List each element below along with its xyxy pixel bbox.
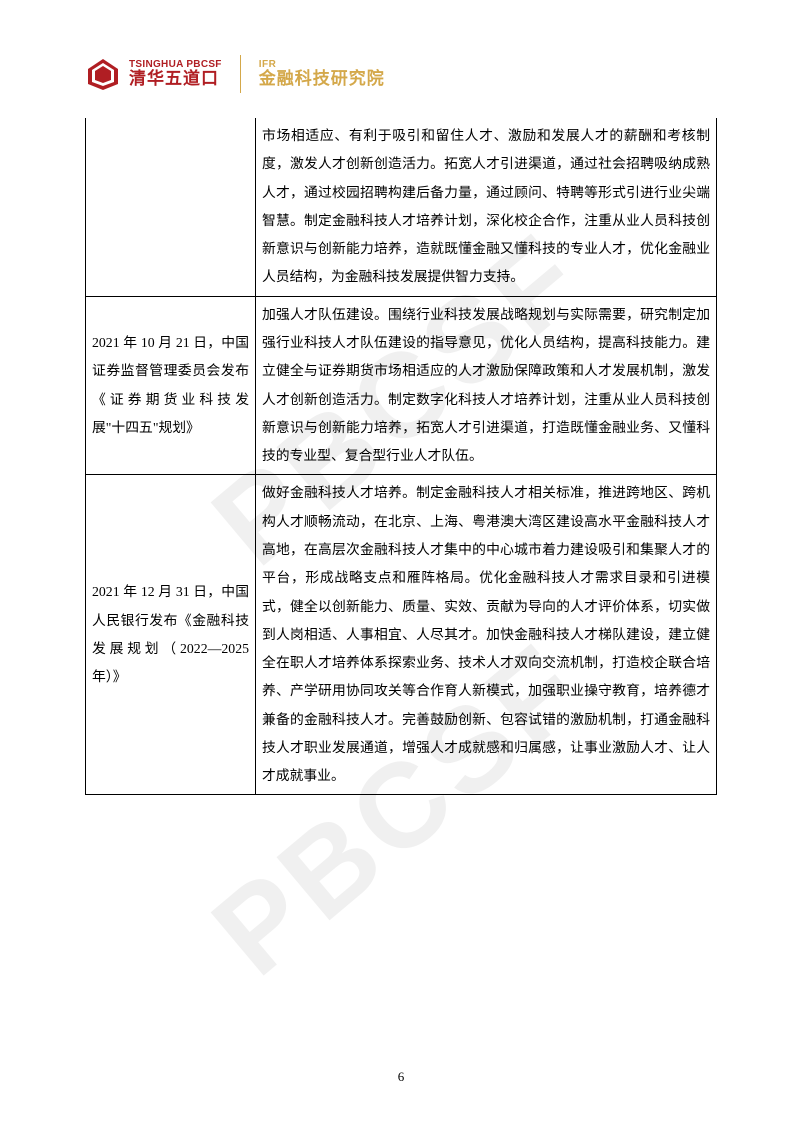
header-divider: [240, 55, 241, 93]
page-header: TSINGHUA PBCSF 清华五道口 IFR 金融科技研究院: [85, 50, 717, 98]
page-number: 6: [0, 1069, 802, 1085]
ifr-chinese: 金融科技研究院: [259, 70, 385, 89]
page: PBCSF PBCSF TSINGHUA PBCSF 清华五道口 IFR 金融科…: [0, 0, 802, 1133]
table-row: 2021 年 12 月 31 日，中国人民银行发布《金融科技发展规划（2022—…: [86, 475, 717, 795]
table-cell-content: 市场相适应、有利于吸引和留住人才、激励和发展人才的薪酬和考核制度，激发人才创新创…: [256, 118, 717, 296]
logo-chinese: 清华五道口: [129, 70, 222, 89]
table-cell-source: [86, 118, 256, 296]
ifr-block: IFR 金融科技研究院: [259, 59, 385, 89]
table-cell-source: 2021 年 10 月 21 日，中国证券监督管理委员会发布《证券期货业科技发展…: [86, 296, 256, 475]
table-row: 市场相适应、有利于吸引和留住人才、激励和发展人才的薪酬和考核制度，激发人才创新创…: [86, 118, 717, 296]
table-row: 2021 年 10 月 21 日，中国证券监督管理委员会发布《证券期货业科技发展…: [86, 296, 717, 475]
table-cell-source: 2021 年 12 月 31 日，中国人民银行发布《金融科技发展规划（2022—…: [86, 475, 256, 795]
logo-block: TSINGHUA PBCSF 清华五道口: [85, 56, 222, 92]
table-cell-content: 加强人才队伍建设。围绕行业科技发展战略规划与实际需要，研究制定加强行业科技人才队…: [256, 296, 717, 475]
table-cell-content: 做好金融科技人才培养。制定金融科技人才相关标准，推进跨地区、跨机构人才顺畅流动，…: [256, 475, 717, 795]
tsinghua-logo-icon: [85, 56, 121, 92]
policy-table: 市场相适应、有利于吸引和留住人才、激励和发展人才的薪酬和考核制度，激发人才创新创…: [85, 118, 717, 795]
logo-text: TSINGHUA PBCSF 清华五道口: [129, 59, 222, 89]
